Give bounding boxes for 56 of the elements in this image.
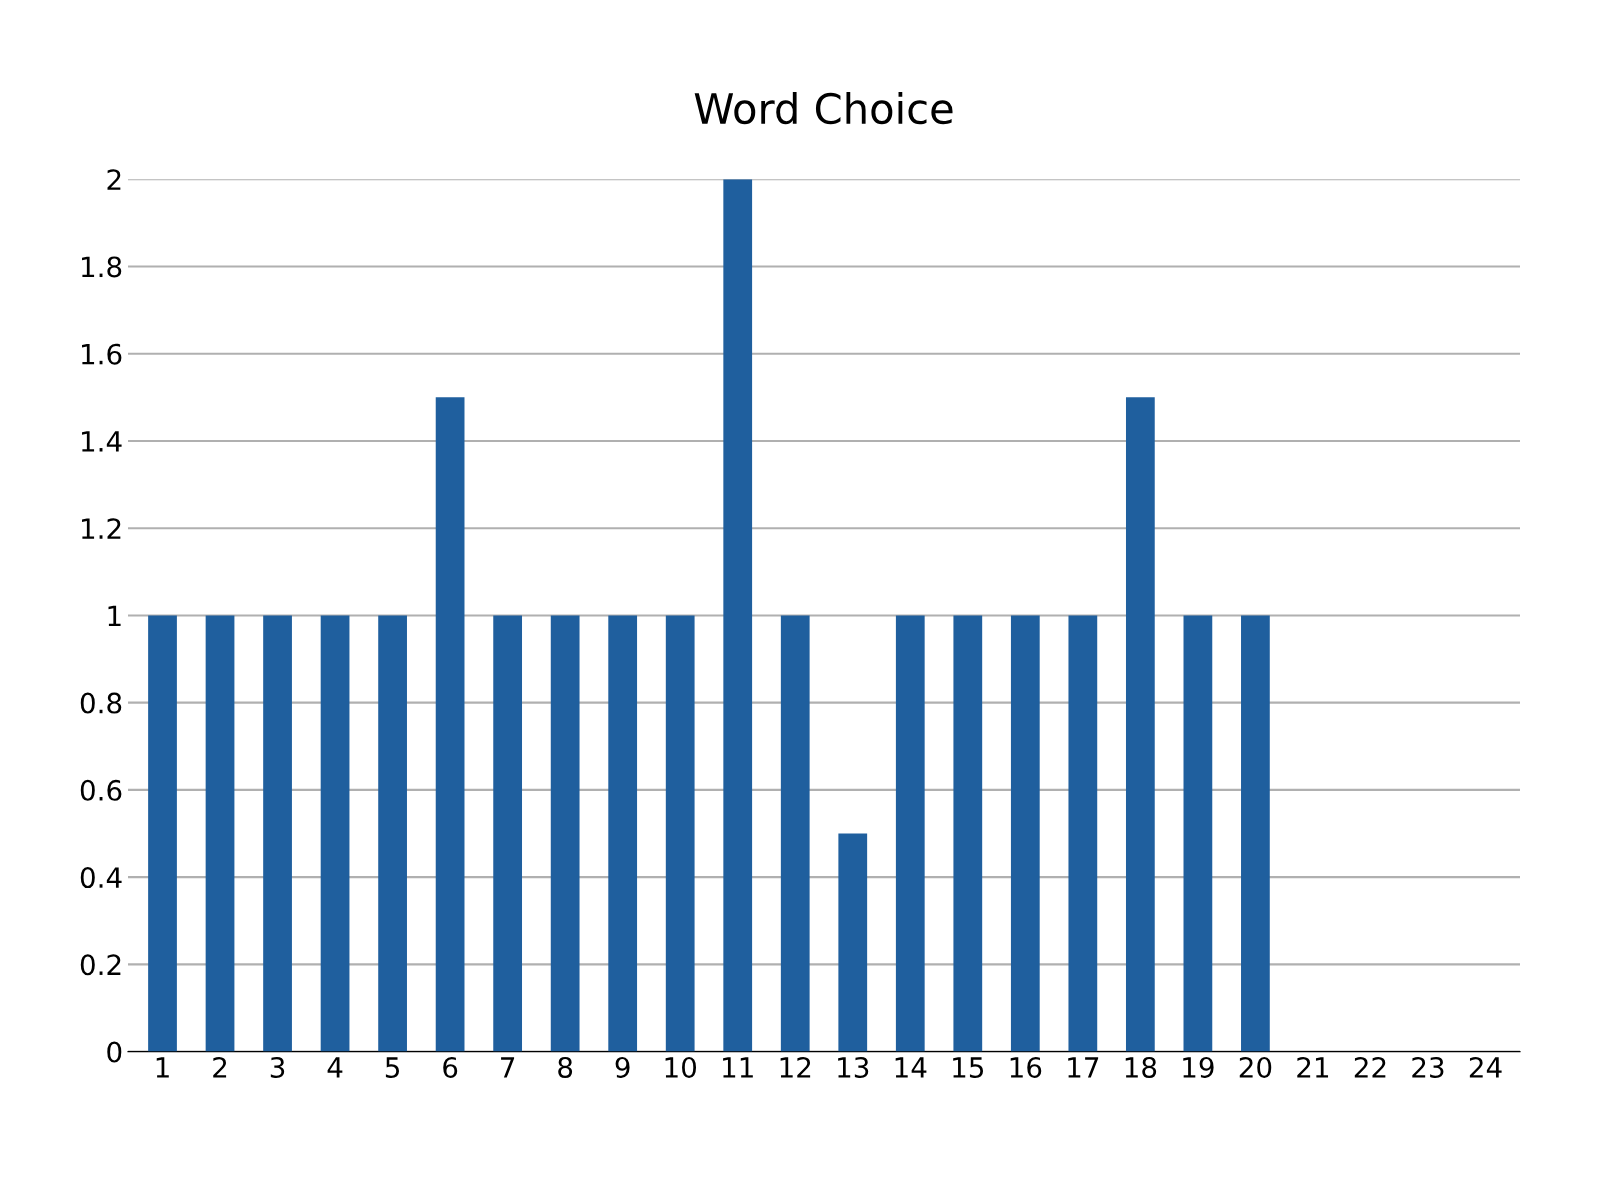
x-tick-label: 23: [1412, 1056, 1444, 1078]
x-tick-label: 3: [270, 1056, 285, 1078]
bar: [148, 615, 177, 1052]
bar: [895, 615, 925, 1052]
bar: [665, 615, 695, 1052]
bar: [1241, 615, 1270, 1052]
y-tick-label: 0.8: [80, 692, 122, 714]
x-tick-label: 21: [1297, 1056, 1329, 1078]
x-tick-label: 13: [838, 1056, 869, 1078]
x-tick-label: 6: [443, 1056, 458, 1078]
bar: [1068, 615, 1098, 1052]
x-tick-label: 20: [1239, 1056, 1272, 1078]
bar: [378, 615, 407, 1052]
x-tick-label: 16: [1010, 1056, 1042, 1078]
y-tick-label: 1.6: [82, 343, 122, 365]
bar: [493, 615, 523, 1052]
x-tick-label: 9: [615, 1056, 630, 1078]
bar: [723, 179, 753, 1052]
y-tick-label: 1.4: [82, 431, 122, 452]
y-tick-label: 0.6: [80, 779, 122, 801]
y-tick-label: 2: [107, 169, 121, 190]
x-tick-label: 10: [665, 1056, 697, 1078]
x-tick-label: 8: [558, 1056, 573, 1078]
x-tick-label: 12: [780, 1056, 811, 1078]
chart-title: Word Choice: [694, 92, 953, 125]
y-tick-label: 0.4: [80, 867, 122, 889]
bar: [320, 615, 350, 1052]
x-tick-label: 18: [1125, 1056, 1157, 1078]
y-tick-label: 1.8: [82, 256, 122, 278]
x-tick-label: 17: [1068, 1057, 1099, 1078]
bar: [435, 397, 465, 1052]
bar: [1010, 615, 1040, 1052]
y-tick-label: 0: [107, 1041, 122, 1063]
bar: [838, 833, 868, 1052]
x-tick-label: 7: [501, 1057, 515, 1078]
x-tick-label: 24: [1469, 1056, 1502, 1078]
x-tick-label: 4: [327, 1057, 343, 1078]
y-tick-label: 0.2: [80, 954, 121, 976]
bar: [780, 615, 810, 1052]
bar: [953, 615, 983, 1052]
x-tick-label: 22: [1354, 1056, 1386, 1078]
x-tick-label: 19: [1183, 1056, 1214, 1078]
x-tick-label: 15: [953, 1057, 984, 1078]
x-tick-label: 11: [723, 1057, 753, 1078]
bar: [205, 615, 235, 1052]
y-tick-label: 1: [108, 605, 121, 626]
bar: [550, 615, 580, 1052]
x-tick-label: 1: [156, 1057, 169, 1078]
bar: [263, 615, 292, 1052]
bar: [608, 615, 638, 1052]
bar: [1183, 615, 1213, 1052]
x-tick-label: 5: [385, 1057, 400, 1078]
x-tick-label: 2: [213, 1056, 227, 1078]
y-tick-label: 1.2: [82, 518, 121, 539]
x-tick-label: 14: [895, 1057, 927, 1078]
bar: [1125, 397, 1155, 1052]
